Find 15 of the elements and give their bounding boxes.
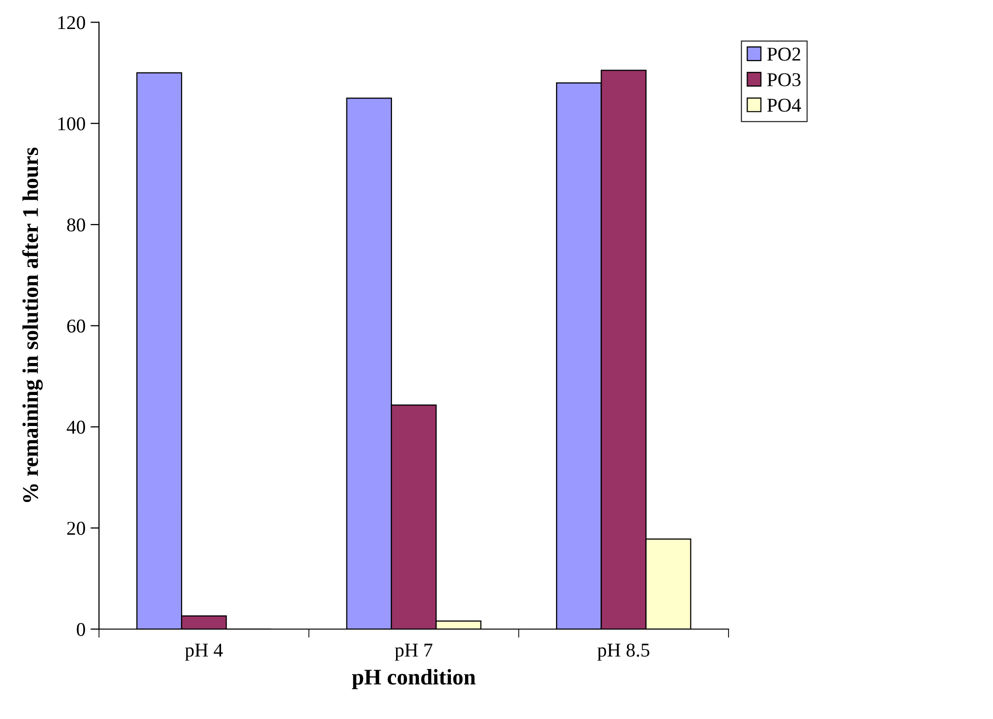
legend-label: PO2 bbox=[767, 48, 800, 61]
y-tick-label: 100 bbox=[58, 117, 86, 130]
y-tick-label: 0 bbox=[76, 622, 86, 636]
legend-label: PO3 bbox=[767, 73, 801, 86]
x-tick-label: pH 7 bbox=[394, 644, 432, 661]
y-tick-label: 80 bbox=[67, 218, 86, 232]
y-tick-label: 60 bbox=[67, 320, 86, 333]
x-tick-label: pH 4 bbox=[185, 644, 223, 661]
y-tick-label: 20 bbox=[67, 522, 86, 535]
x-axis-title: pH condition bbox=[352, 668, 476, 690]
legend-label: PO4 bbox=[767, 98, 801, 112]
y-tick-label: 120 bbox=[58, 16, 86, 30]
x-tick-label: pH 8.5 bbox=[597, 644, 650, 661]
y-axis-title: % remaining in solution after 1 hours bbox=[22, 148, 43, 502]
y-tick-label: 40 bbox=[66, 420, 86, 434]
